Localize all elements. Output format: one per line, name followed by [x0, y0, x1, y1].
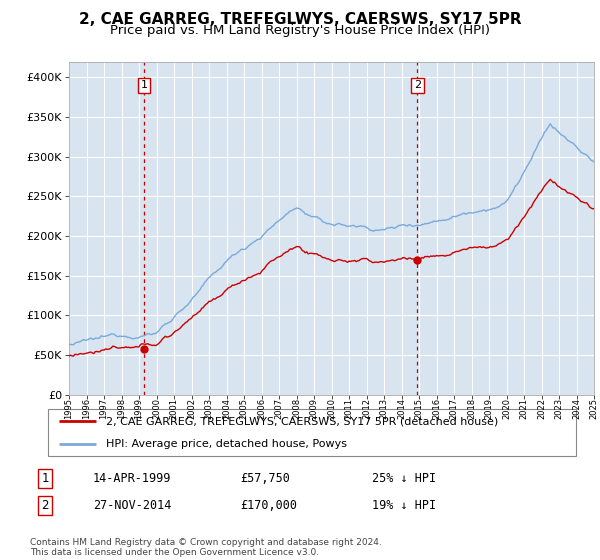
Text: 1: 1 — [41, 472, 49, 486]
Text: 2024: 2024 — [572, 398, 581, 419]
Text: £170,000: £170,000 — [240, 499, 297, 512]
Text: 2014: 2014 — [397, 398, 406, 419]
Text: 2023: 2023 — [554, 398, 563, 419]
Text: Contains HM Land Registry data © Crown copyright and database right 2024.
This d: Contains HM Land Registry data © Crown c… — [30, 538, 382, 557]
Text: 2007: 2007 — [275, 398, 284, 419]
Text: 2011: 2011 — [344, 398, 353, 419]
Text: 1995: 1995 — [65, 398, 74, 419]
FancyBboxPatch shape — [48, 409, 576, 456]
Text: 2021: 2021 — [520, 398, 529, 419]
Text: HPI: Average price, detached house, Powys: HPI: Average price, detached house, Powy… — [106, 439, 347, 449]
Text: 2009: 2009 — [310, 398, 319, 419]
Text: 2022: 2022 — [537, 398, 546, 419]
Text: 2, CAE GARREG, TREFEGLWYS, CAERSWS, SY17 5PR: 2, CAE GARREG, TREFEGLWYS, CAERSWS, SY17… — [79, 12, 521, 27]
Text: 2005: 2005 — [239, 398, 248, 419]
Text: 27-NOV-2014: 27-NOV-2014 — [93, 499, 172, 512]
Text: 1998: 1998 — [117, 398, 126, 419]
Text: 2018: 2018 — [467, 398, 476, 419]
Text: 1996: 1996 — [82, 398, 91, 419]
Text: 2: 2 — [413, 81, 421, 90]
Text: 2013: 2013 — [380, 398, 389, 419]
Text: 2003: 2003 — [205, 398, 214, 419]
Text: 2016: 2016 — [432, 398, 441, 419]
Text: 2010: 2010 — [327, 398, 336, 419]
Text: 25% ↓ HPI: 25% ↓ HPI — [372, 472, 436, 486]
Text: 19% ↓ HPI: 19% ↓ HPI — [372, 499, 436, 512]
Text: 2015: 2015 — [415, 398, 424, 419]
Text: 2020: 2020 — [502, 398, 511, 419]
Text: 1: 1 — [140, 81, 148, 90]
Text: 1997: 1997 — [100, 398, 109, 419]
Text: 2001: 2001 — [170, 398, 179, 419]
Text: 2002: 2002 — [187, 398, 196, 419]
Text: Price paid vs. HM Land Registry's House Price Index (HPI): Price paid vs. HM Land Registry's House … — [110, 24, 490, 36]
Text: 2012: 2012 — [362, 398, 371, 419]
Text: 1999: 1999 — [134, 398, 143, 419]
Text: 2017: 2017 — [449, 398, 458, 419]
Text: 2000: 2000 — [152, 398, 161, 419]
Text: 14-APR-1999: 14-APR-1999 — [93, 472, 172, 486]
Text: 2004: 2004 — [222, 398, 231, 419]
Text: 2019: 2019 — [485, 398, 494, 419]
Text: 2008: 2008 — [292, 398, 301, 419]
Text: 2: 2 — [41, 499, 49, 512]
Text: 2, CAE GARREG, TREFEGLWYS, CAERSWS, SY17 5PR (detached house): 2, CAE GARREG, TREFEGLWYS, CAERSWS, SY17… — [106, 416, 499, 426]
Text: 2025: 2025 — [589, 398, 599, 419]
Text: 2006: 2006 — [257, 398, 266, 419]
Text: £57,750: £57,750 — [240, 472, 290, 486]
